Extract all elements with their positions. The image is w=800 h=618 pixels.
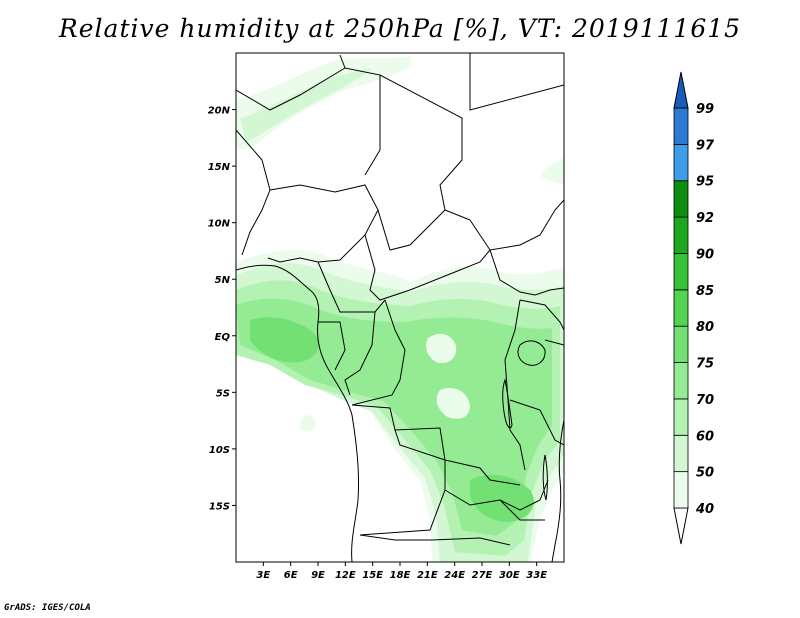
- colorbar-label: 40: [695, 502, 714, 517]
- border-egypt: [469, 53, 564, 111]
- border-zambia: [444, 479, 549, 511]
- lon-tick-label: 6E: [284, 570, 298, 581]
- rh-hole-2: [436, 387, 470, 419]
- rh-hole-3: [300, 415, 316, 432]
- colorbar-segment: [673, 325, 689, 363]
- colorbar-segment: [673, 398, 689, 436]
- colorbar-label: 99: [696, 102, 714, 117]
- lat-tick-label: 15N: [208, 162, 231, 173]
- colorbar-segment: [673, 180, 689, 218]
- lon-tick-label: 33E: [526, 570, 547, 581]
- border-angola: [359, 429, 446, 536]
- colorbar-label: 80: [696, 320, 714, 335]
- lat-tick-label: 5S: [216, 388, 230, 399]
- rh-area-40-north: [236, 56, 412, 150]
- colorbar-label: 50: [696, 466, 714, 481]
- lon-tick-label: 15E: [362, 570, 383, 581]
- colorbar-segment: [673, 289, 689, 327]
- border-tanzania: [509, 399, 564, 446]
- border-ssudan: [489, 249, 564, 296]
- lat-tick-label: 10N: [208, 219, 231, 230]
- colorbar-label: 90: [696, 247, 714, 262]
- border-congo: [344, 311, 376, 396]
- latitude-axis: 20N 15N 10N 5N EQ 5S 10S 15S: [208, 106, 236, 512]
- rh-area-75: [250, 317, 319, 363]
- credit-text: GrADS: IGES/COLA: [4, 603, 91, 613]
- colorbar-label: 97: [696, 138, 715, 153]
- rh-area-75-b: [470, 474, 534, 522]
- colorbar-above-arrow: [673, 71, 689, 109]
- country-borders: [236, 53, 564, 562]
- border-car: [364, 234, 491, 301]
- colorbar-below-arrow: [673, 507, 689, 545]
- border-chad: [377, 209, 446, 251]
- colorbar-label: 85: [696, 284, 714, 299]
- colorbar-segment: [673, 253, 689, 291]
- colorbar-segment: [673, 107, 689, 145]
- border-namibia: [359, 534, 511, 546]
- lake-tanganyika: [502, 378, 513, 429]
- border-uganda: [519, 299, 564, 331]
- colorbar-label: 95: [696, 175, 714, 190]
- border-westafrica: [236, 129, 271, 256]
- colorbar-segment: [673, 362, 689, 400]
- lat-tick-label: 15S: [209, 501, 230, 512]
- border-drc-w: [351, 299, 406, 406]
- lat-tick-label: 5N: [215, 275, 231, 286]
- lon-tick-label: 18E: [390, 570, 411, 581]
- coastline-east: [551, 419, 564, 562]
- colorbar: 40 50 60 70 75 80 85 90 92 95 97 99: [673, 71, 715, 545]
- rh-area-70: [236, 298, 552, 536]
- colorbar-label: 60: [696, 429, 714, 444]
- rh-area-40-ne: [540, 158, 564, 185]
- lon-tick-label: 30E: [499, 570, 520, 581]
- border-sahara-3: [379, 74, 471, 221]
- longitude-axis: 3E 6E 9E 12E 15E 18E 21E 24E 27E 30E 33E: [256, 562, 547, 581]
- colorbar-segment: [673, 471, 689, 509]
- colorbar-segment: [673, 216, 689, 254]
- border-sahara-2: [339, 54, 346, 69]
- border-zimbabwe: [499, 499, 545, 521]
- lon-tick-label: 12E: [335, 570, 356, 581]
- rh-hole-1: [426, 333, 457, 364]
- lon-tick-label: 24E: [444, 570, 465, 581]
- border-drc-s: [351, 404, 521, 486]
- lat-tick-label: 20N: [208, 106, 231, 117]
- border-kenya: [544, 339, 564, 346]
- border-cameroon: [317, 261, 386, 313]
- border-gabon: [318, 321, 346, 371]
- colorbar-segment: [673, 143, 689, 182]
- rh-area-50-north: [240, 68, 372, 142]
- lat-tick-label: EQ: [215, 332, 231, 343]
- coastline-west: [236, 264, 360, 562]
- lat-tick-label: 10S: [209, 445, 230, 456]
- lake-malawi: [542, 454, 548, 501]
- lon-tick-label: 21E: [417, 570, 438, 581]
- border-sudan: [469, 199, 564, 251]
- lake-victoria: [517, 340, 546, 366]
- lon-tick-label: 9E: [311, 570, 325, 581]
- colorbar-label: 75: [696, 357, 714, 372]
- lon-tick-label: 27E: [472, 570, 493, 581]
- map-title: Relative humidity at 250hPa [%], VT: 201…: [58, 14, 742, 43]
- colorbar-label: 70: [696, 393, 714, 408]
- colorbar-segment: [673, 434, 689, 473]
- colorbar-label: 92: [696, 211, 714, 226]
- lon-tick-label: 3E: [256, 570, 270, 581]
